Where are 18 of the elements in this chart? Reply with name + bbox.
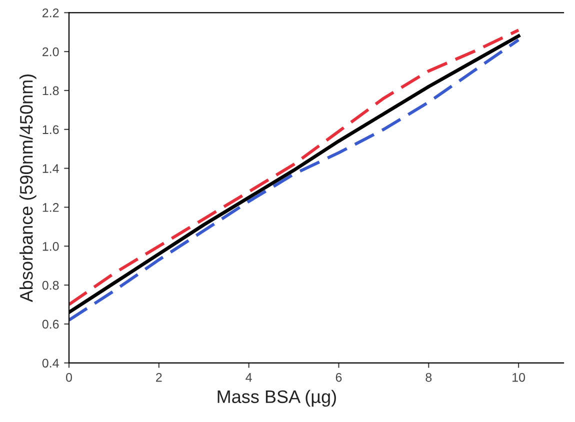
y-tick-label: 1.2	[42, 203, 59, 212]
x-tick-label: 0	[66, 372, 72, 382]
y-tick-label: 0.6	[42, 320, 59, 329]
x-tick-label: 10	[512, 372, 526, 382]
y-tick-label: 0.4	[42, 358, 59, 368]
y-tick-label: 0.8	[42, 280, 59, 290]
x-tick-label: 2	[156, 372, 162, 382]
x-tick-label: 6	[336, 372, 342, 382]
y-tick-label: 2.2	[42, 8, 59, 18]
y-tick-label: 1.4	[42, 164, 59, 173]
y-tick-label: 2.0	[42, 47, 59, 56]
x-axis-title: Mass BSA (µg)	[218, 390, 336, 407]
x-tick-label: 4	[246, 373, 252, 382]
y-tick-label: 1.8	[42, 86, 59, 96]
y-axis-title: Absorbance (590nm/450nm)	[20, 74, 36, 302]
y-tick-label: 1.6	[42, 125, 59, 134]
y-tick-label: 1.0	[42, 242, 59, 251]
x-tick-label: 8	[426, 372, 432, 382]
